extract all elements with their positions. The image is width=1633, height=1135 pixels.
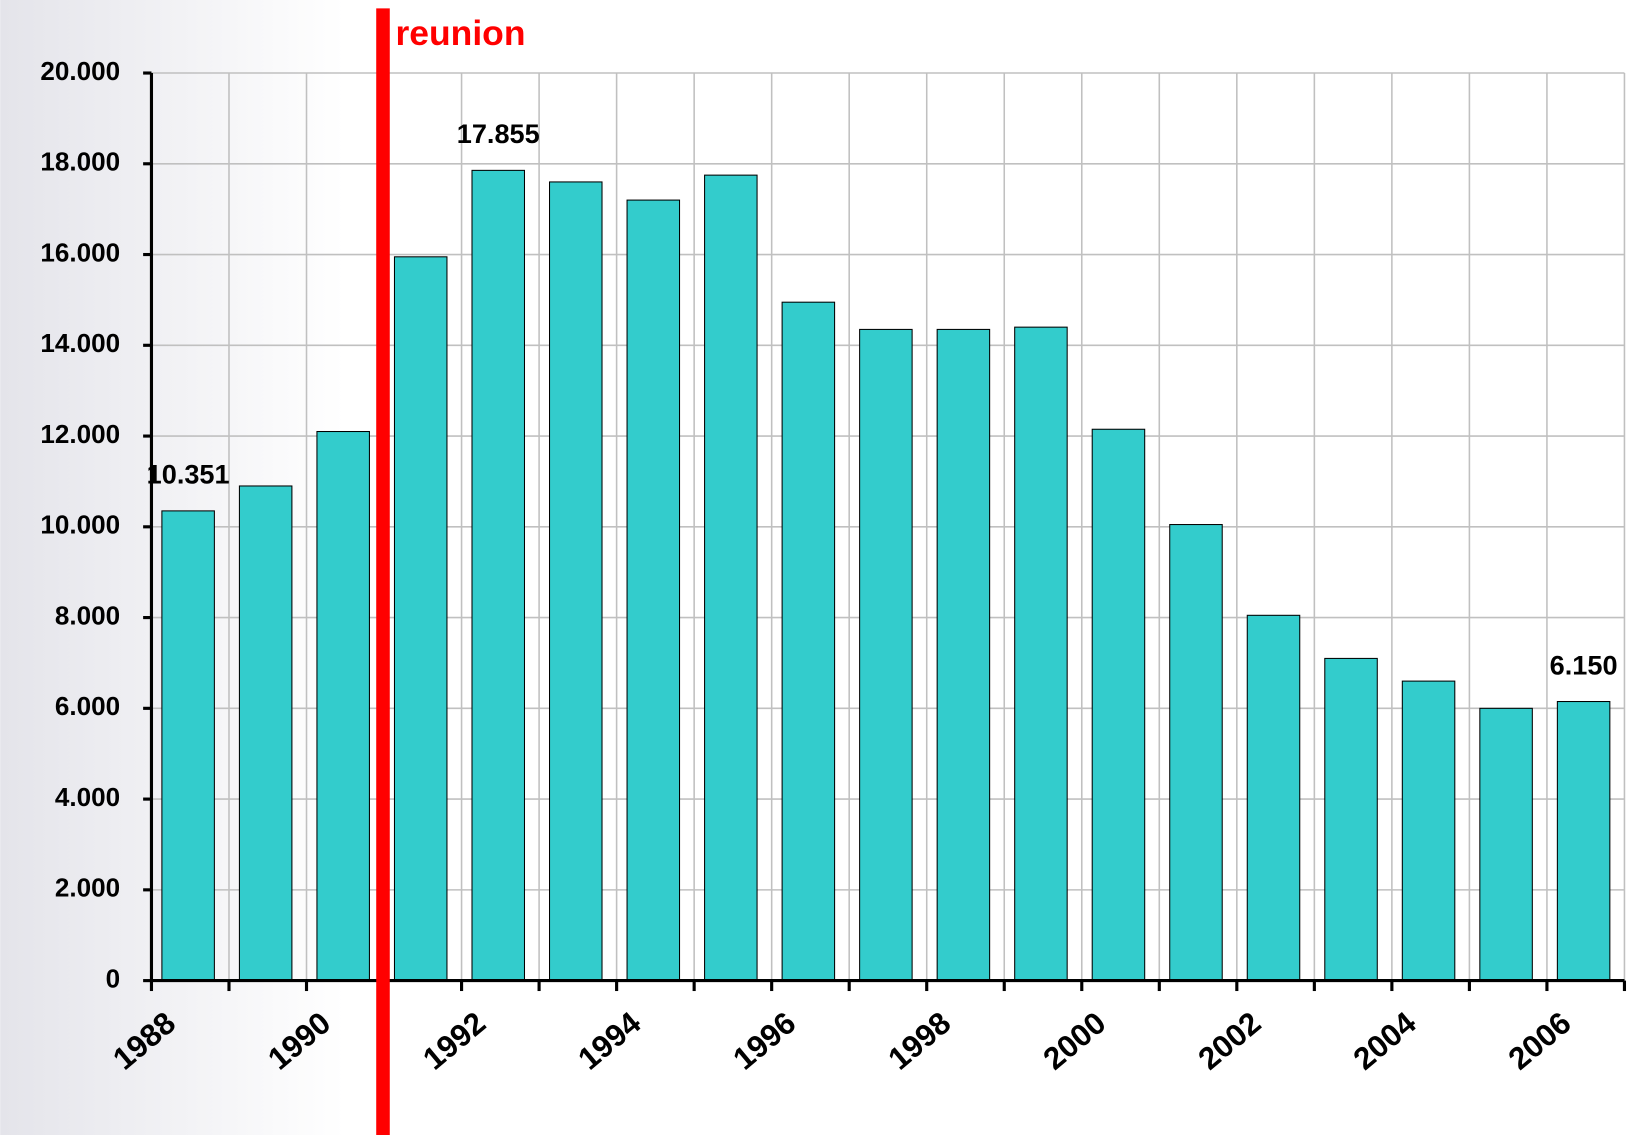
y-tick-label: 8.000 (55, 600, 120, 630)
y-tick-label: 0 (106, 963, 120, 993)
bar (1091, 428, 1146, 982)
bar (161, 510, 215, 982)
x-tick-label: 2000 (1037, 1005, 1113, 1077)
bar (626, 199, 681, 982)
value-label: 10.351 (147, 459, 230, 490)
annotation-text: reunion (396, 13, 526, 53)
value-label: 6.150 (1550, 649, 1618, 680)
bar (1169, 524, 1223, 982)
bar (1324, 657, 1378, 982)
x-tick-label: 1992 (416, 1005, 492, 1077)
y-tick-label: 2.000 (55, 873, 120, 903)
y-tick-label: 18.000 (40, 147, 120, 177)
bar (1556, 701, 1611, 982)
y-tick-label: 4.000 (55, 782, 120, 812)
value-label: 17.855 (457, 118, 540, 149)
y-tick-label: 14.000 (40, 328, 120, 358)
bar (316, 430, 370, 982)
y-tick-label: 12.000 (40, 419, 120, 449)
y-tick-label: 10.000 (40, 510, 120, 540)
x-tick-label: 2002 (1192, 1005, 1268, 1077)
bar (704, 174, 758, 982)
bar (238, 485, 293, 982)
bar (781, 301, 836, 982)
bar (393, 256, 448, 982)
x-tick-label: 1998 (882, 1005, 958, 1077)
bar (1014, 326, 1068, 982)
bar (936, 328, 991, 982)
x-tick-label: 2006 (1502, 1005, 1578, 1077)
y-tick-label: 20.000 (40, 56, 120, 86)
x-tick-label: 1996 (727, 1005, 803, 1077)
bar (1401, 680, 1456, 982)
x-tick-label: 2004 (1347, 1005, 1423, 1077)
bar (1479, 707, 1533, 982)
x-tick-label: 1994 (571, 1005, 647, 1077)
bar (1246, 614, 1301, 982)
bar (549, 181, 603, 982)
y-tick-label: 6.000 (55, 691, 120, 721)
y-tick-label: 16.000 (40, 237, 120, 267)
bar (859, 328, 913, 982)
bar (471, 169, 526, 982)
